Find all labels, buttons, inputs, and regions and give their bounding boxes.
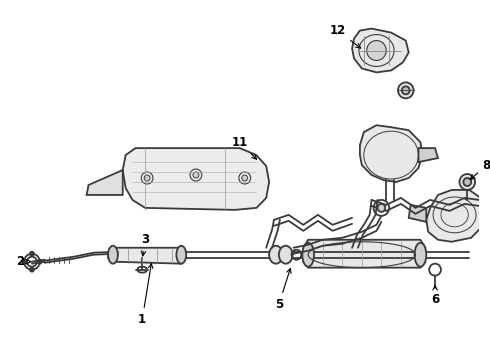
Text: 5: 5 <box>275 269 291 311</box>
Ellipse shape <box>108 246 118 264</box>
Text: 4: 4 <box>0 359 1 360</box>
Ellipse shape <box>402 86 410 94</box>
Ellipse shape <box>460 174 475 190</box>
Ellipse shape <box>30 268 34 272</box>
Ellipse shape <box>22 260 26 264</box>
Ellipse shape <box>398 82 414 98</box>
Ellipse shape <box>144 175 150 181</box>
Ellipse shape <box>176 246 186 264</box>
Ellipse shape <box>193 172 199 178</box>
Text: 2: 2 <box>16 255 31 268</box>
Ellipse shape <box>30 252 34 256</box>
Text: 9: 9 <box>0 359 1 360</box>
Ellipse shape <box>464 178 471 186</box>
Text: 6: 6 <box>431 285 439 306</box>
Ellipse shape <box>38 260 42 264</box>
Text: 8: 8 <box>0 359 1 360</box>
Text: 10: 10 <box>0 359 1 360</box>
Polygon shape <box>418 148 438 162</box>
Polygon shape <box>108 248 186 264</box>
Ellipse shape <box>377 204 385 212</box>
Polygon shape <box>352 28 409 72</box>
Text: 12: 12 <box>329 24 361 48</box>
Polygon shape <box>409 205 426 222</box>
Ellipse shape <box>279 246 293 264</box>
Polygon shape <box>426 190 484 242</box>
Ellipse shape <box>302 243 314 267</box>
Ellipse shape <box>367 41 386 60</box>
Text: 11: 11 <box>232 136 257 159</box>
Ellipse shape <box>242 175 247 181</box>
Text: 3: 3 <box>141 233 149 256</box>
Polygon shape <box>360 125 422 182</box>
Ellipse shape <box>415 243 426 267</box>
Polygon shape <box>122 148 269 210</box>
Text: 7: 7 <box>0 359 1 360</box>
Polygon shape <box>303 240 425 268</box>
Ellipse shape <box>269 246 283 264</box>
Polygon shape <box>87 170 122 195</box>
Text: 1: 1 <box>138 264 153 326</box>
Text: 8: 8 <box>470 158 490 179</box>
